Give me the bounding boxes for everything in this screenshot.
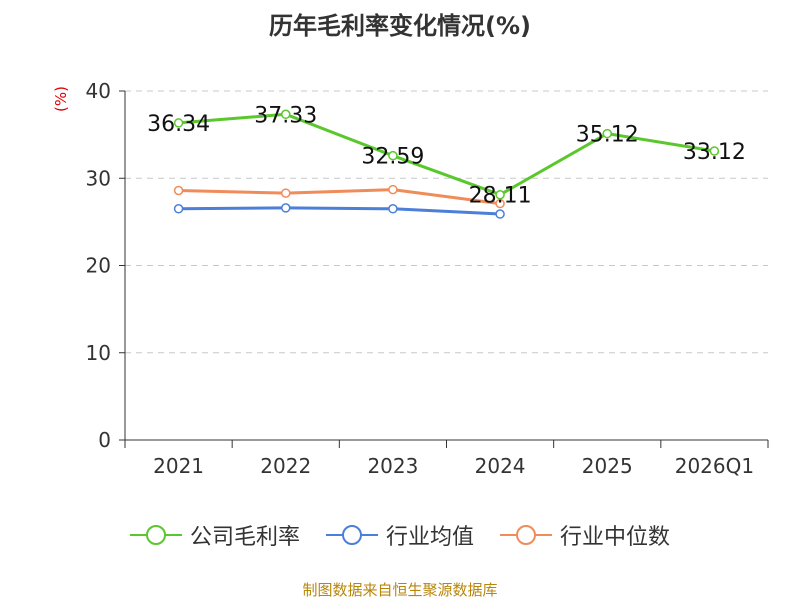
- data-point: [173, 204, 184, 214]
- x-tick-label: 2022: [260, 454, 311, 478]
- data-point: [281, 188, 291, 198]
- data-point: [173, 185, 184, 196]
- legend-label: 行业中位数: [560, 525, 671, 550]
- series-line-1: [178, 206, 501, 216]
- data-point: [709, 146, 720, 156]
- x-tick-label: 2023: [367, 454, 418, 478]
- data-label: 37.33: [254, 103, 317, 128]
- data-label: 28.11: [469, 184, 532, 209]
- data-point: [388, 204, 398, 214]
- series-line-0: [178, 112, 715, 197]
- data-point: [495, 198, 505, 209]
- source-note: 制图数据来自恒生聚源数据库: [302, 581, 498, 599]
- data-point: [495, 189, 505, 200]
- data-point: [495, 209, 505, 219]
- data-point: [388, 184, 398, 195]
- legend-item[interactable]: 行业均值: [325, 519, 474, 551]
- x-tick-label: 2024: [475, 454, 526, 478]
- x-tick-label: 2021: [153, 454, 204, 478]
- legend-line-marker-icon: [129, 525, 182, 545]
- legend-line-marker-icon: [500, 525, 552, 545]
- y-tick-label: 30: [86, 166, 111, 190]
- series-line-2: [178, 188, 501, 206]
- y-tick-label: 20: [86, 254, 111, 278]
- legend: 公司毛利率 行业均值 行业中位数: [0, 519, 800, 551]
- y-tick-label: 40: [86, 79, 111, 103]
- y-tick-label: 0: [98, 428, 111, 452]
- y-tick-label: 10: [86, 341, 111, 365]
- data-label: 33.12: [683, 140, 746, 165]
- data-label: 36.34: [147, 112, 210, 137]
- chart-title: 历年毛利率变化情况(%): [269, 12, 531, 40]
- x-tick-label: 2025: [582, 454, 633, 478]
- legend-line-marker-icon: [325, 525, 378, 545]
- legend-label: 行业均值: [385, 525, 474, 550]
- data-point: [388, 150, 398, 161]
- legend-item[interactable]: 行业中位数: [500, 519, 670, 551]
- data-label: 35.12: [576, 123, 639, 148]
- data-label: 32.59: [361, 145, 424, 170]
- x-tick-label: 2026Q1: [675, 454, 754, 478]
- data-point: [281, 109, 291, 120]
- legend-item[interactable]: 公司毛利率: [129, 519, 300, 551]
- data-point: [602, 128, 612, 139]
- data-point: [281, 203, 291, 213]
- data-point: [173, 118, 184, 128]
- legend-label: 公司毛利率: [189, 525, 300, 550]
